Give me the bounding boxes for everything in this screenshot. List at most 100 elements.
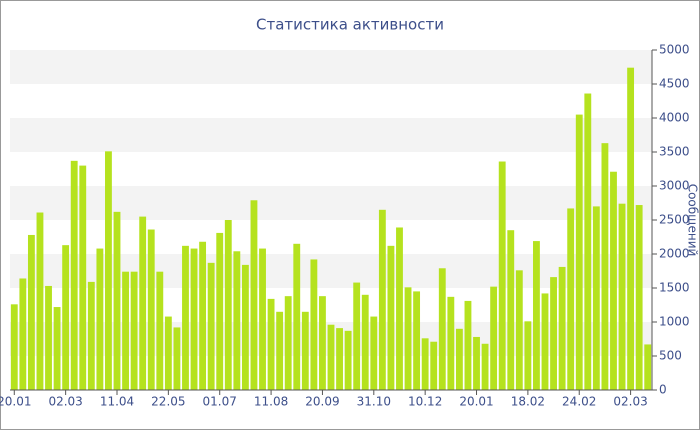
bar — [515, 270, 523, 390]
x-tick-label: 02.03 — [613, 395, 647, 409]
bar — [96, 248, 104, 390]
bar — [567, 208, 575, 390]
bar — [353, 282, 361, 390]
bar — [507, 230, 515, 390]
bar — [635, 205, 643, 390]
bar — [378, 209, 386, 390]
y-tick-label: 4500 — [659, 77, 690, 91]
x-tick-label: 18.02 — [511, 395, 545, 409]
bar — [190, 248, 198, 390]
bar — [421, 338, 429, 390]
bar — [413, 291, 421, 390]
x-tick-label: 22.05 — [151, 395, 185, 409]
x-tick-label: 20.01 — [459, 395, 493, 409]
x-tick-label: 11.04 — [100, 395, 134, 409]
bar — [584, 93, 592, 391]
bar — [301, 311, 309, 390]
grid-band — [10, 118, 652, 152]
bar — [455, 328, 463, 390]
bar — [473, 336, 480, 390]
x-tick-label: 01.07 — [203, 395, 237, 409]
chart-title: Статистика активности — [256, 16, 444, 34]
y-tick-label: 2000 — [659, 247, 690, 261]
bar — [130, 271, 138, 390]
bar — [319, 296, 326, 390]
x-tick-label: 31.10 — [357, 395, 391, 409]
x-tick-label: 20.09 — [305, 395, 339, 409]
bar — [139, 216, 147, 390]
bar — [558, 266, 566, 390]
y-axis-label: Сообщений — [686, 184, 700, 257]
bar — [336, 328, 343, 390]
bar — [430, 341, 438, 390]
bar — [216, 232, 224, 390]
bar — [241, 264, 249, 390]
bar — [327, 324, 335, 390]
bar — [438, 268, 446, 390]
bar — [27, 234, 35, 390]
bar — [481, 343, 489, 390]
bar — [575, 114, 583, 390]
bar — [233, 251, 241, 390]
bar — [224, 220, 232, 390]
x-tick-label: 24.02 — [562, 395, 596, 409]
bar — [164, 316, 172, 390]
bar — [361, 294, 369, 390]
y-tick-label: 1000 — [659, 315, 690, 329]
bar — [199, 241, 207, 390]
y-tick-label: 3500 — [659, 145, 690, 159]
bar — [122, 271, 129, 390]
bar — [53, 307, 61, 390]
bar — [79, 165, 87, 390]
bar — [310, 259, 318, 390]
bar — [19, 278, 27, 390]
bar — [45, 285, 52, 390]
bar — [105, 151, 112, 390]
bar — [267, 298, 275, 390]
bar — [533, 241, 540, 390]
bar — [627, 67, 635, 391]
bar — [490, 286, 498, 390]
bar — [10, 304, 18, 390]
bar — [156, 271, 164, 390]
bar — [173, 327, 181, 390]
bar — [550, 277, 557, 390]
bar — [259, 248, 266, 390]
bar — [62, 245, 70, 390]
bar — [293, 243, 301, 390]
x-tick-label: 10.12 — [408, 395, 442, 409]
bar — [404, 287, 412, 390]
y-tick-label: 1500 — [659, 281, 690, 295]
y-tick-label: 2500 — [659, 213, 690, 227]
bar — [87, 281, 95, 390]
bar — [498, 161, 506, 390]
bar — [70, 160, 78, 390]
bar — [113, 211, 121, 390]
y-tick-label: 5000 — [659, 43, 690, 57]
bar — [601, 143, 609, 390]
bar — [147, 229, 155, 390]
bar — [447, 296, 455, 390]
bar — [344, 330, 352, 390]
y-tick-label: 4000 — [659, 111, 690, 125]
bar — [250, 200, 258, 390]
grid-band — [10, 50, 652, 84]
bar — [464, 300, 472, 390]
bar — [610, 171, 617, 390]
x-tick-label: 20.01 — [0, 395, 31, 409]
bar — [207, 262, 215, 390]
bar — [182, 245, 189, 390]
bar — [618, 203, 626, 390]
bar — [370, 316, 378, 390]
bar — [284, 296, 292, 390]
bar — [524, 321, 532, 390]
y-tick-label: 0 — [659, 383, 667, 397]
bar — [644, 344, 652, 390]
bar — [36, 212, 44, 390]
bar — [541, 293, 549, 390]
y-tick-label: 3000 — [659, 179, 690, 193]
bar — [276, 311, 284, 390]
bar — [387, 245, 395, 390]
bar — [592, 206, 600, 390]
